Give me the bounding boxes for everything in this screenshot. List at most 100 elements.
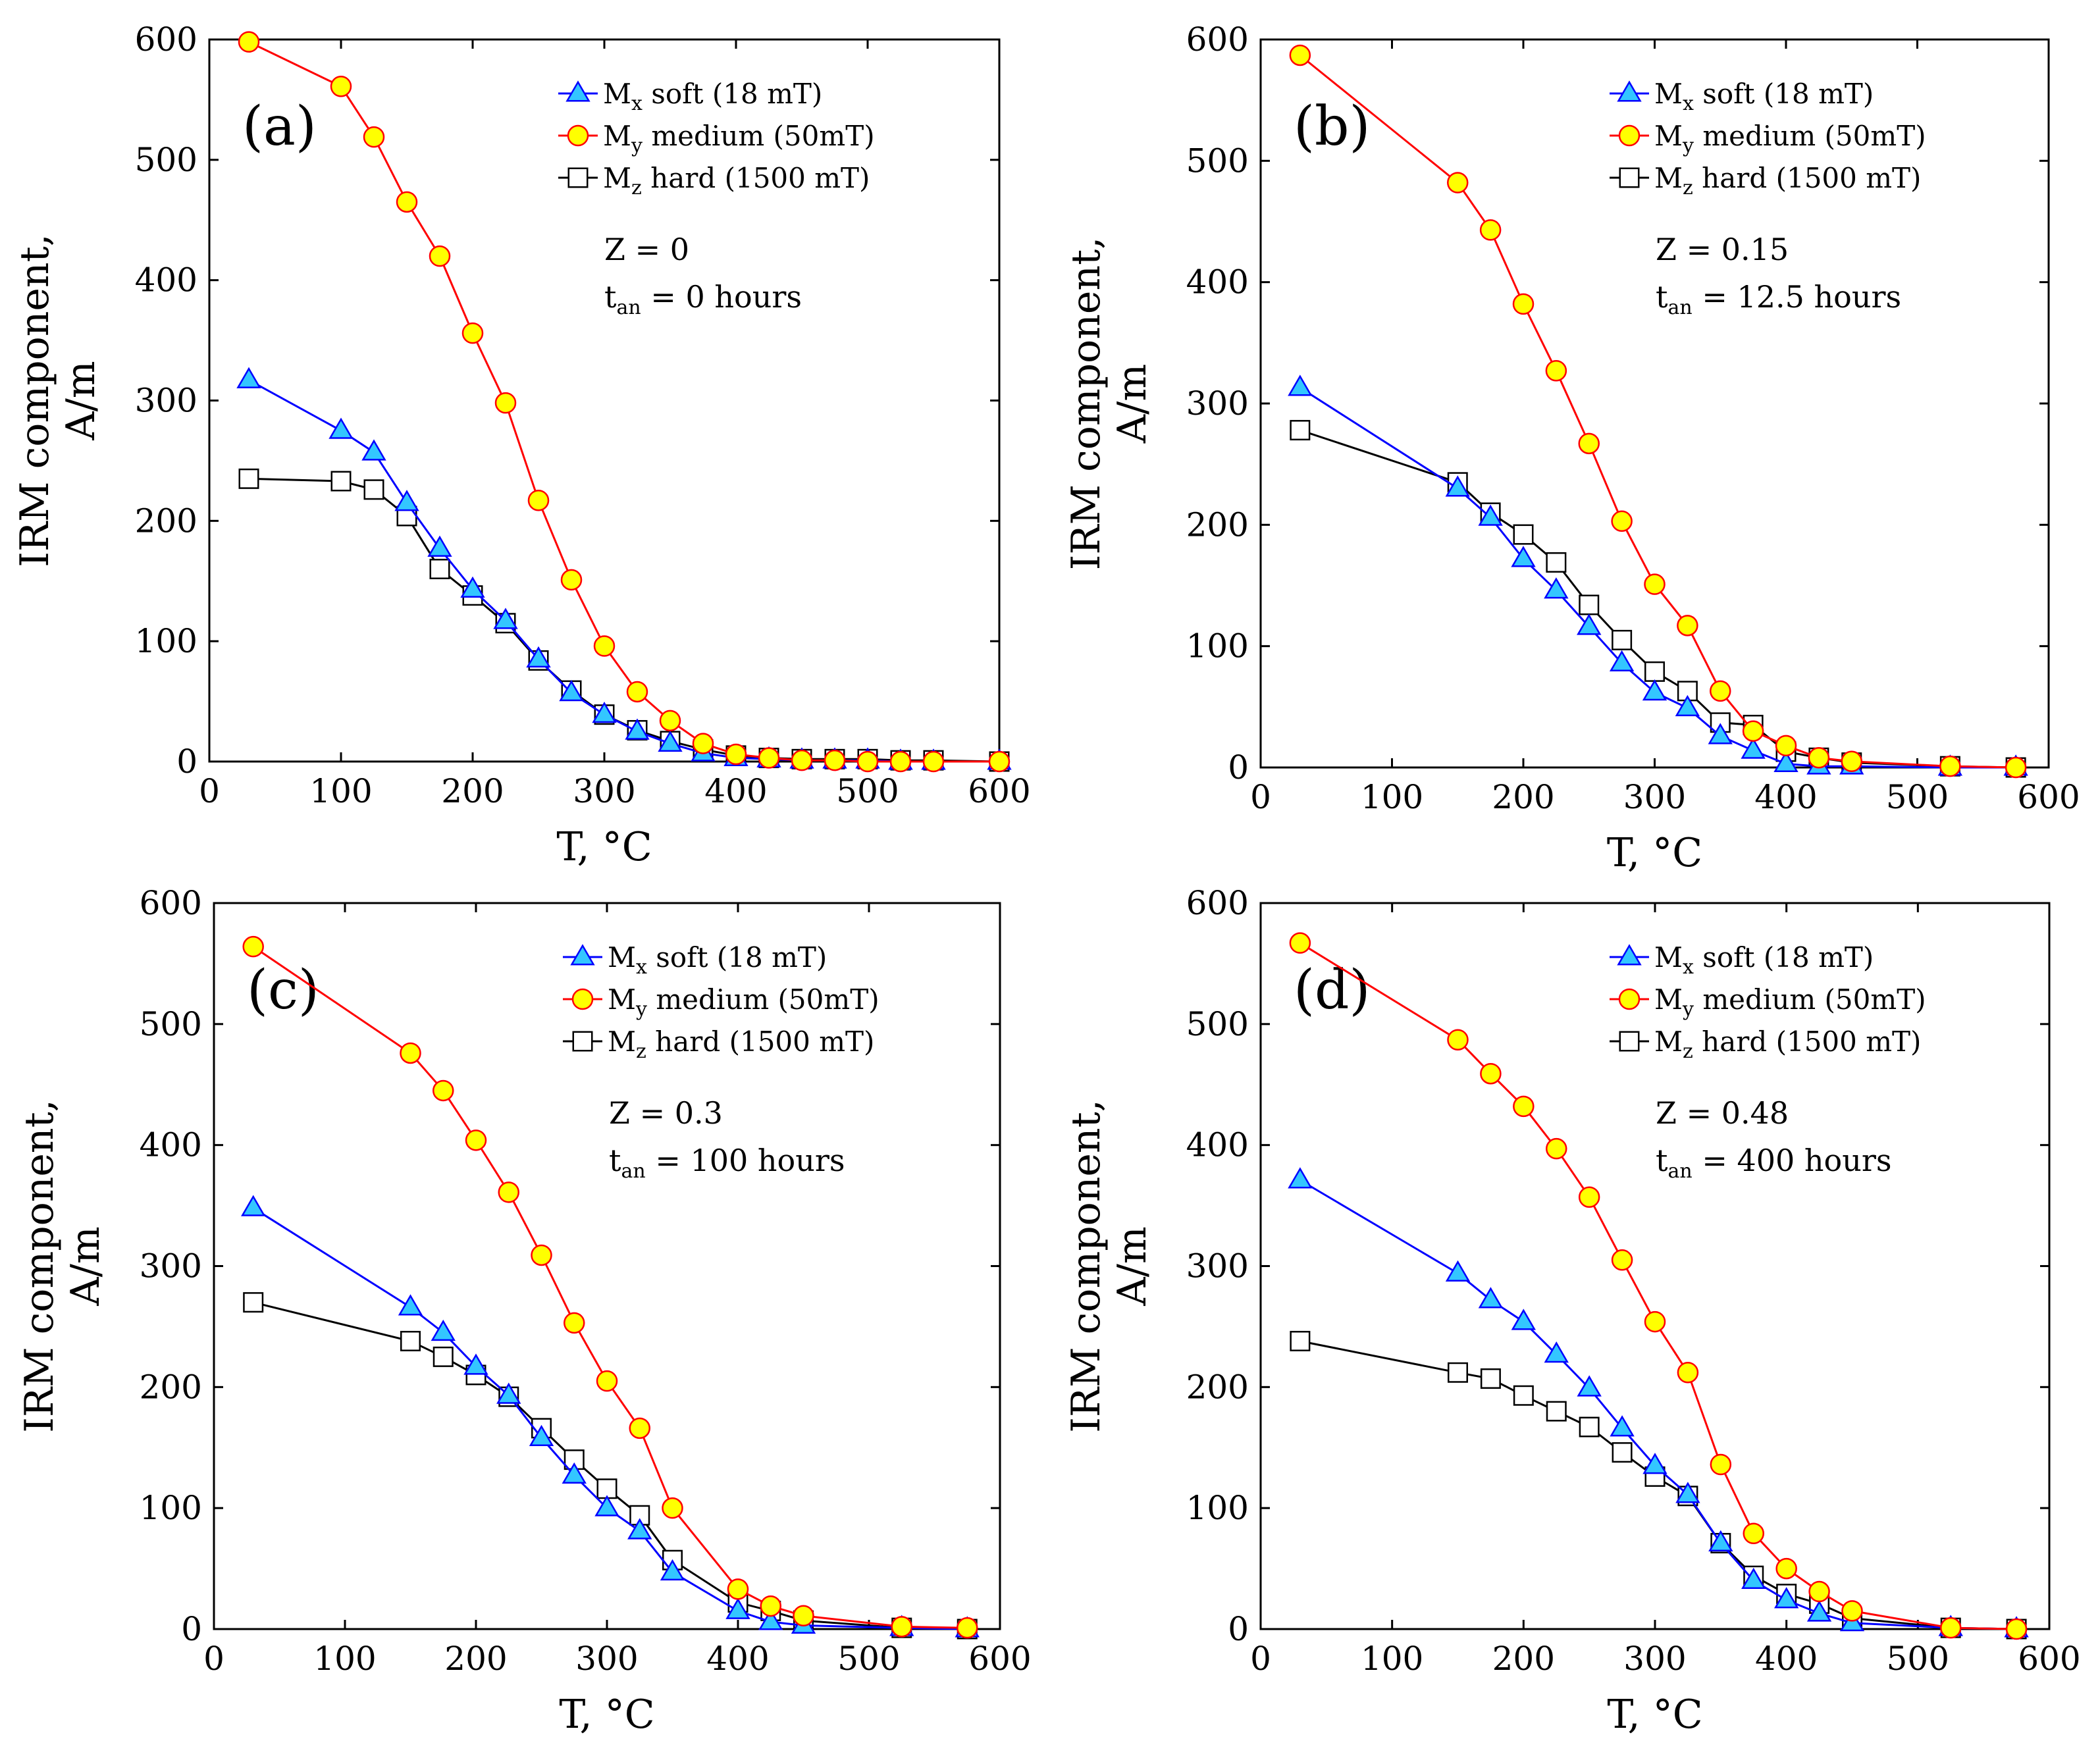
data-point-medium <box>1841 1600 1863 1622</box>
data-point-medium <box>1611 1249 1633 1271</box>
data-point-soft <box>592 701 617 723</box>
y-tick-label: 400 <box>1186 1126 1249 1164</box>
data-point-soft <box>1478 504 1503 526</box>
annotation-annealing-time: tan = 100 hours <box>609 1143 845 1183</box>
data-point-soft <box>493 608 518 629</box>
data-point-soft <box>1610 1415 1635 1437</box>
x-tick-label: 300 <box>1623 778 1686 816</box>
data-point-soft <box>758 1609 783 1630</box>
data-point-medium <box>1480 1062 1502 1085</box>
x-tick-label: 500 <box>837 1640 900 1678</box>
data-point-soft <box>660 1559 685 1581</box>
series-line-hard <box>1299 429 2016 769</box>
data-point-soft <box>1773 1587 1799 1609</box>
data-point-medium <box>1742 720 1764 742</box>
legend-swatch-marker <box>1619 1031 1640 1052</box>
x-tick-label: 300 <box>1623 1640 1686 1678</box>
series-line-hard <box>253 1301 968 1630</box>
legend-item-medium: My medium (50mT) <box>558 120 875 157</box>
data-point-soft <box>1511 546 1536 567</box>
legend-swatch-marker <box>571 988 594 1010</box>
data-point-soft <box>1675 694 1700 717</box>
y-tick-label: 100 <box>1186 1489 1249 1527</box>
y-tick-label: 500 <box>1186 142 1249 180</box>
data-point-soft <box>460 576 485 598</box>
data-point-medium <box>1644 1310 1666 1333</box>
chart-panel-d: 0 100 200 300 400 500 600 0 100 200 300 400 500 600 T,… <box>1063 884 2081 1738</box>
x-axis-title: T, °C <box>1607 830 1702 876</box>
data-point-medium <box>242 935 264 958</box>
data-point-medium <box>1808 1580 1830 1603</box>
legend-swatch-marker <box>1618 988 1641 1010</box>
data-point-medium <box>725 743 747 765</box>
data-point-soft <box>496 1382 521 1404</box>
data-point-soft <box>427 535 452 557</box>
data-point-medium <box>957 1617 978 1639</box>
panel-label: (d) <box>1294 959 1370 1022</box>
y-tick-label: 500 <box>1186 1005 1249 1043</box>
y-tick-label: 0 <box>1228 748 1249 787</box>
data-point-medium <box>330 76 352 97</box>
series-soft <box>1288 1167 2029 1638</box>
y-axis-title-line2: A/m <box>63 1226 109 1306</box>
y-tick-label: 600 <box>1186 884 1249 922</box>
legend-label: My medium (50mT) <box>608 983 879 1021</box>
annotation: Z = 0.3 tan = 100 hours <box>609 1095 845 1183</box>
data-point-soft <box>625 718 650 740</box>
legend-label: My medium (50mT) <box>1654 120 1926 157</box>
series-hard <box>243 1292 978 1640</box>
panel-label: (b) <box>1294 95 1370 158</box>
data-point-medium <box>1513 1095 1535 1118</box>
legend: Mx soft (18 mT) My medium (50mT) Mz hard (… <box>558 78 875 199</box>
annotation: Z = 0 tan = 0 hours <box>604 232 802 319</box>
x-tick-label: 500 <box>836 772 899 810</box>
data-point-hard <box>1579 1416 1600 1438</box>
annotation: Z = 0.48 tan = 400 hours <box>1656 1095 1891 1183</box>
data-point-medium <box>1939 755 1961 777</box>
data-point-soft <box>1511 1309 1536 1330</box>
x-tick-label: 300 <box>573 772 635 810</box>
annotation-annealing-time: tan = 0 hours <box>604 279 802 319</box>
data-point-soft <box>1445 475 1470 497</box>
data-point-soft <box>526 646 551 668</box>
x-tick-label: 400 <box>1754 778 1817 816</box>
x-tick-label: 300 <box>575 1640 638 1678</box>
data-point-medium <box>1775 735 1797 757</box>
data-point-medium <box>922 750 945 773</box>
data-point-soft <box>1609 650 1635 671</box>
annotation: Z = 0.15 tan = 12.5 hours <box>1656 232 1901 319</box>
y-tick-label: 600 <box>135 20 197 59</box>
data-point-soft <box>241 1195 266 1216</box>
x-tick-label: 500 <box>1887 1640 1949 1678</box>
data-point-medium <box>793 1605 814 1627</box>
legend-label: Mx soft (18 mT) <box>603 78 822 115</box>
y-axis-title-line1: IRM component, <box>12 234 58 567</box>
legend-item-medium: My medium (50mT) <box>1610 983 1926 1021</box>
data-point-medium <box>889 750 912 773</box>
series-line-medium <box>1299 54 2016 769</box>
data-point-medium <box>560 569 583 591</box>
series-soft <box>241 1195 980 1638</box>
data-point-medium <box>1447 172 1469 194</box>
data-point-medium <box>433 1079 454 1102</box>
x-tick-label: 0 <box>199 772 220 810</box>
y-tick-label: 300 <box>135 382 197 420</box>
data-point-soft <box>1741 1567 1766 1589</box>
data-point-soft <box>463 1353 488 1375</box>
series-line-hard <box>1299 1340 2017 1630</box>
data-point-medium <box>1710 680 1731 702</box>
x-tick-label: 600 <box>2017 778 2080 816</box>
data-point-hard <box>1612 1442 1633 1463</box>
annotation-z: Z = 0 <box>604 232 689 267</box>
x-tick-label: 600 <box>968 772 1030 810</box>
data-point-medium <box>758 747 780 769</box>
panel-label: (c) <box>247 959 319 1022</box>
data-point-medium <box>659 710 681 732</box>
data-point-medium <box>1940 1617 1962 1639</box>
data-point-medium <box>2005 1618 2028 1640</box>
data-point-soft <box>328 417 354 439</box>
y-tick-label: 400 <box>135 261 197 299</box>
data-point-medium <box>1546 1137 1567 1160</box>
legend-item-medium: My medium (50mT) <box>563 983 879 1021</box>
y-tick-label: 200 <box>135 502 197 540</box>
